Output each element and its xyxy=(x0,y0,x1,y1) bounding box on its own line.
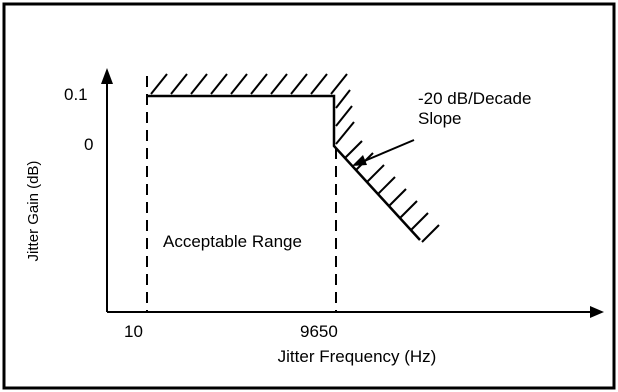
x-axis-label: Jitter Frequency (Hz) xyxy=(278,347,437,366)
mask-hatching-slope xyxy=(344,140,440,243)
y-tick-label: 0 xyxy=(84,135,93,154)
x-tick-label: 10 xyxy=(124,322,143,341)
mask-hatching-top xyxy=(150,73,348,95)
frequency-boundaries xyxy=(146,76,337,312)
x-axis-arrowhead xyxy=(590,306,604,318)
jitter-mask-curve xyxy=(147,94,421,241)
slope-pointer-arrowhead xyxy=(352,155,367,166)
y-tick-label: 0.1 xyxy=(64,85,88,104)
acceptable-range-label: Acceptable Range xyxy=(163,232,302,251)
y-axis-label: Jitter Gain (dB) xyxy=(25,161,42,262)
slope-annotation-line2: Slope xyxy=(418,109,461,128)
axes xyxy=(106,80,594,313)
mask-hatching-drop xyxy=(335,89,355,145)
slope-pointer-line xyxy=(361,139,415,163)
x-tick-label: 9650 xyxy=(300,322,338,341)
slope-annotation-line1: -20 dB/Decade xyxy=(418,89,531,108)
y-axis-arrowhead xyxy=(101,68,113,84)
